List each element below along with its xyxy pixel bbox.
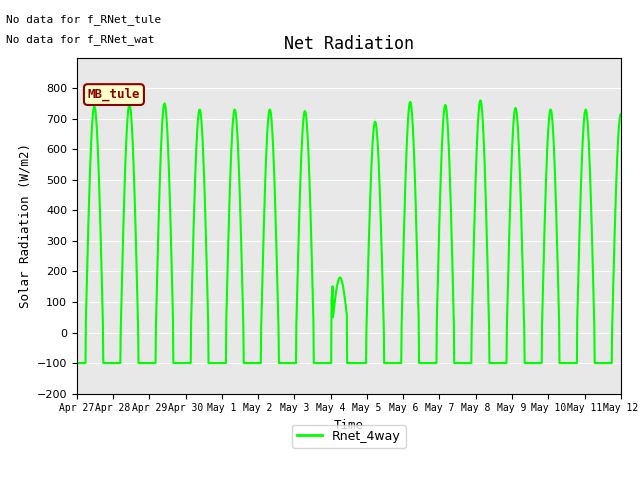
Title: Net Radiation: Net Radiation	[284, 35, 414, 53]
Legend: Rnet_4way: Rnet_4way	[292, 425, 406, 448]
Text: No data for f_RNet_tule: No data for f_RNet_tule	[6, 14, 162, 25]
Y-axis label: Solar Radiation (W/m2): Solar Radiation (W/m2)	[18, 143, 31, 308]
Text: MB_tule: MB_tule	[88, 88, 140, 101]
Text: No data for f_RNet_wat: No data for f_RNet_wat	[6, 34, 155, 45]
X-axis label: Time: Time	[334, 419, 364, 432]
